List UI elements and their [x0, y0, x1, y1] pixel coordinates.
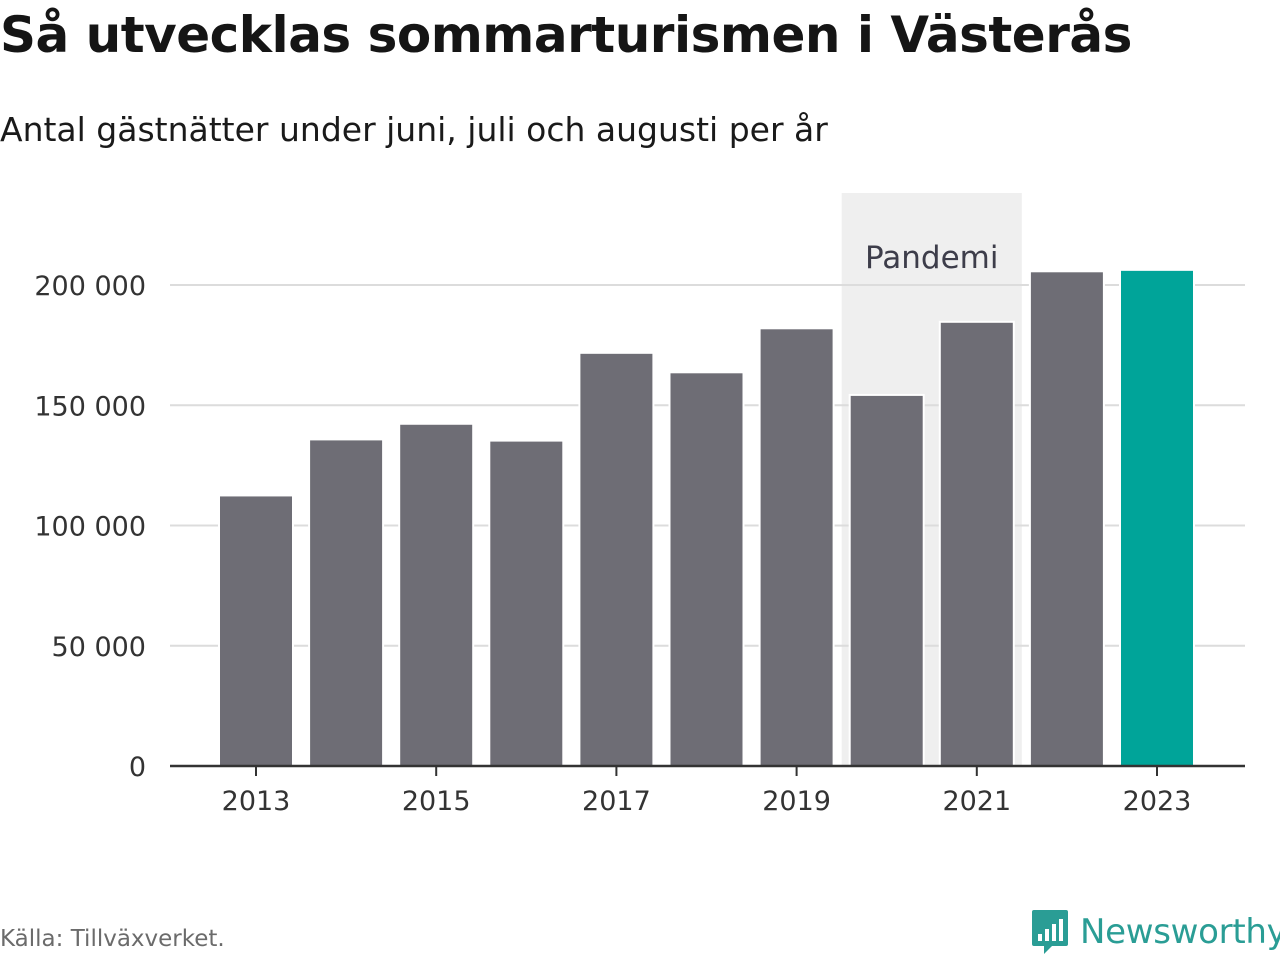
x-tick-label: 2021	[942, 786, 1011, 817]
logo-text: Newsworthy	[1080, 912, 1280, 952]
x-tick-label: 2013	[222, 786, 291, 817]
y-tick-label: 100 000	[34, 512, 146, 543]
chart-subtitle: Antal gästnätter under juni, juli och au…	[0, 110, 828, 149]
bar-2020	[848, 393, 925, 767]
y-tick-label: 200 000	[34, 271, 146, 302]
x-tick-label: 2023	[1123, 786, 1192, 817]
chart-title: Så utvecklas sommarturismen i Västerås	[0, 6, 1132, 64]
x-tick-label: 2017	[582, 786, 651, 817]
bar-2022	[1028, 270, 1105, 767]
x-tick-label: 2019	[762, 786, 831, 817]
bar-chart-bubble-icon	[1032, 910, 1068, 954]
bar-chart: Pandemi 0 50 000 100 000 150 000 200 000 2013…	[34, 193, 1245, 817]
x-tick-label: 2015	[402, 786, 471, 817]
pandemic-label: Pandemi	[865, 240, 999, 276]
bar-2013	[218, 494, 294, 767]
source-note: Källa: Tillväxverket.	[0, 926, 225, 952]
bar-2018	[668, 371, 745, 767]
y-tick-label: 0	[129, 752, 146, 783]
bar-2021	[938, 320, 1015, 767]
y-tick-label: 150 000	[34, 391, 146, 422]
bar-2014	[308, 438, 385, 767]
bar-2016	[488, 439, 565, 767]
newsworthy-logo: Newsworthy	[1030, 908, 1280, 956]
bar-2015	[398, 422, 475, 767]
y-tick-label: 50 000	[52, 632, 146, 663]
bar-2023	[1119, 268, 1195, 767]
bar-2019	[758, 327, 835, 767]
bar-2017	[578, 351, 655, 767]
